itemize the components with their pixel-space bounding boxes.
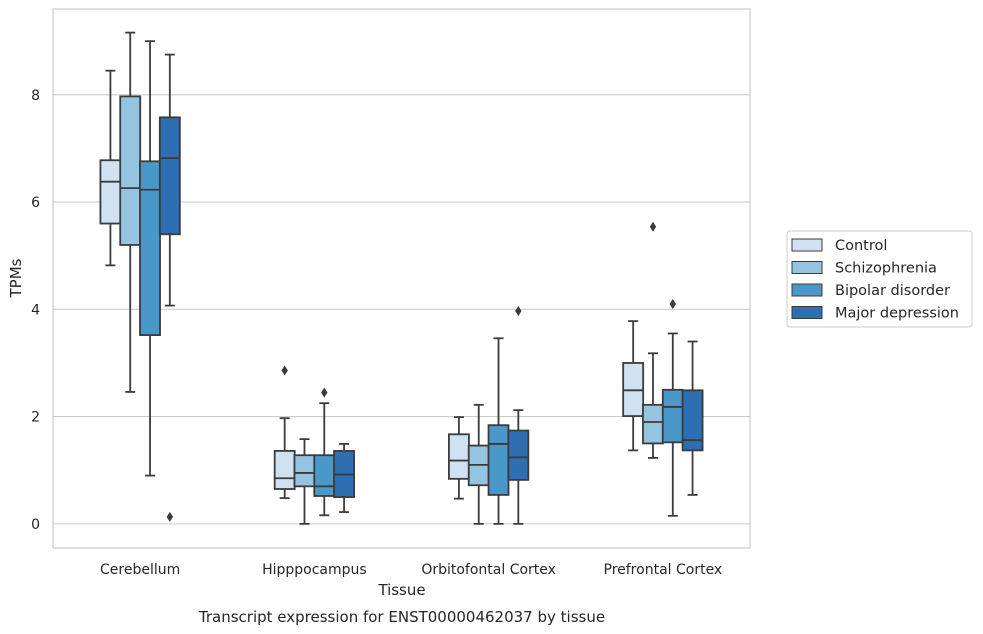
box-3-0	[622, 320, 645, 452]
box-iqr	[313, 454, 336, 497]
box-2-1	[467, 403, 490, 525]
box-iqr	[681, 389, 704, 452]
x-axis-label: Tissue	[377, 581, 425, 599]
outlier-point	[166, 511, 174, 522]
box-1-0	[273, 365, 296, 500]
box-3-1	[642, 221, 664, 459]
legend-item: Schizophrenia	[791, 261, 937, 277]
legend-swatch	[791, 238, 823, 252]
legend-swatch	[791, 283, 823, 297]
box-2-2	[487, 337, 510, 525]
y-tick-label: 2	[31, 410, 40, 426]
box-iqr	[158, 116, 181, 236]
boxes	[99, 31, 704, 525]
legend-swatch	[791, 261, 823, 274]
box-iqr	[448, 433, 470, 480]
box-iqr	[507, 429, 530, 481]
y-axis-label: TPMs	[7, 258, 25, 298]
box-2-3	[507, 305, 530, 525]
box-iqr	[99, 159, 122, 225]
legend-items: Control Schizophrenia Bipolar disorder Majo…	[791, 238, 959, 322]
box-1-2	[313, 387, 336, 517]
legend: Control Schizophrenia Bipolar disorder Majo…	[786, 230, 973, 328]
legend-item: Major depression	[791, 306, 959, 322]
y-tick-labels: 0 2 4 6 8	[31, 88, 40, 533]
outlier-point	[669, 298, 676, 309]
box-iqr	[273, 450, 296, 490]
outlier-point	[649, 221, 657, 232]
plot-frame	[52, 8, 751, 549]
legend-item: Bipolar disorder	[791, 283, 950, 299]
y-tick-label: 6	[31, 195, 40, 211]
box-iqr	[139, 160, 161, 336]
box-3-3	[681, 340, 704, 496]
box-2-0	[448, 416, 470, 500]
x-tick-label: Hipppocampus	[262, 562, 367, 578]
outlier-point	[515, 305, 522, 316]
y-tick-label: 4	[31, 302, 40, 318]
x-tick-label: Orbitofontal Cortex	[421, 562, 556, 578]
box-1-3	[333, 443, 355, 513]
legend-label: Major depression	[835, 306, 959, 322]
box-0-3	[158, 53, 181, 522]
y-tick-label: 0	[31, 517, 40, 533]
box-iqr	[119, 95, 142, 246]
x-tick-label: Cerebellum	[100, 562, 180, 578]
x-tick-label: Prefrontal Cortex	[604, 562, 723, 578]
legend-swatch	[791, 306, 823, 319]
box-iqr	[661, 388, 684, 444]
chart-caption: Transcript expression for ENST0000046203…	[198, 608, 605, 626]
outlier-point	[321, 387, 328, 398]
box-1-1	[293, 438, 316, 525]
legend-label: Control	[835, 238, 887, 254]
box-3-2	[661, 298, 684, 517]
legend-label: Schizophrenia	[835, 261, 937, 277]
legend-item: Control	[791, 238, 887, 254]
outlier-point	[281, 365, 288, 376]
legend-label: Bipolar disorder	[835, 283, 950, 299]
box-0-0	[99, 69, 122, 267]
box-0-1	[119, 31, 142, 393]
y-tick-label: 8	[31, 88, 40, 104]
box-0-2	[139, 40, 161, 477]
legend-frame	[786, 230, 973, 328]
x-tick-labels: Cerebellum Hipppocampus Orbitofontal Corte…	[100, 562, 722, 578]
box-iqr	[293, 454, 316, 488]
box-iqr	[487, 424, 510, 496]
box-iqr	[642, 403, 664, 445]
